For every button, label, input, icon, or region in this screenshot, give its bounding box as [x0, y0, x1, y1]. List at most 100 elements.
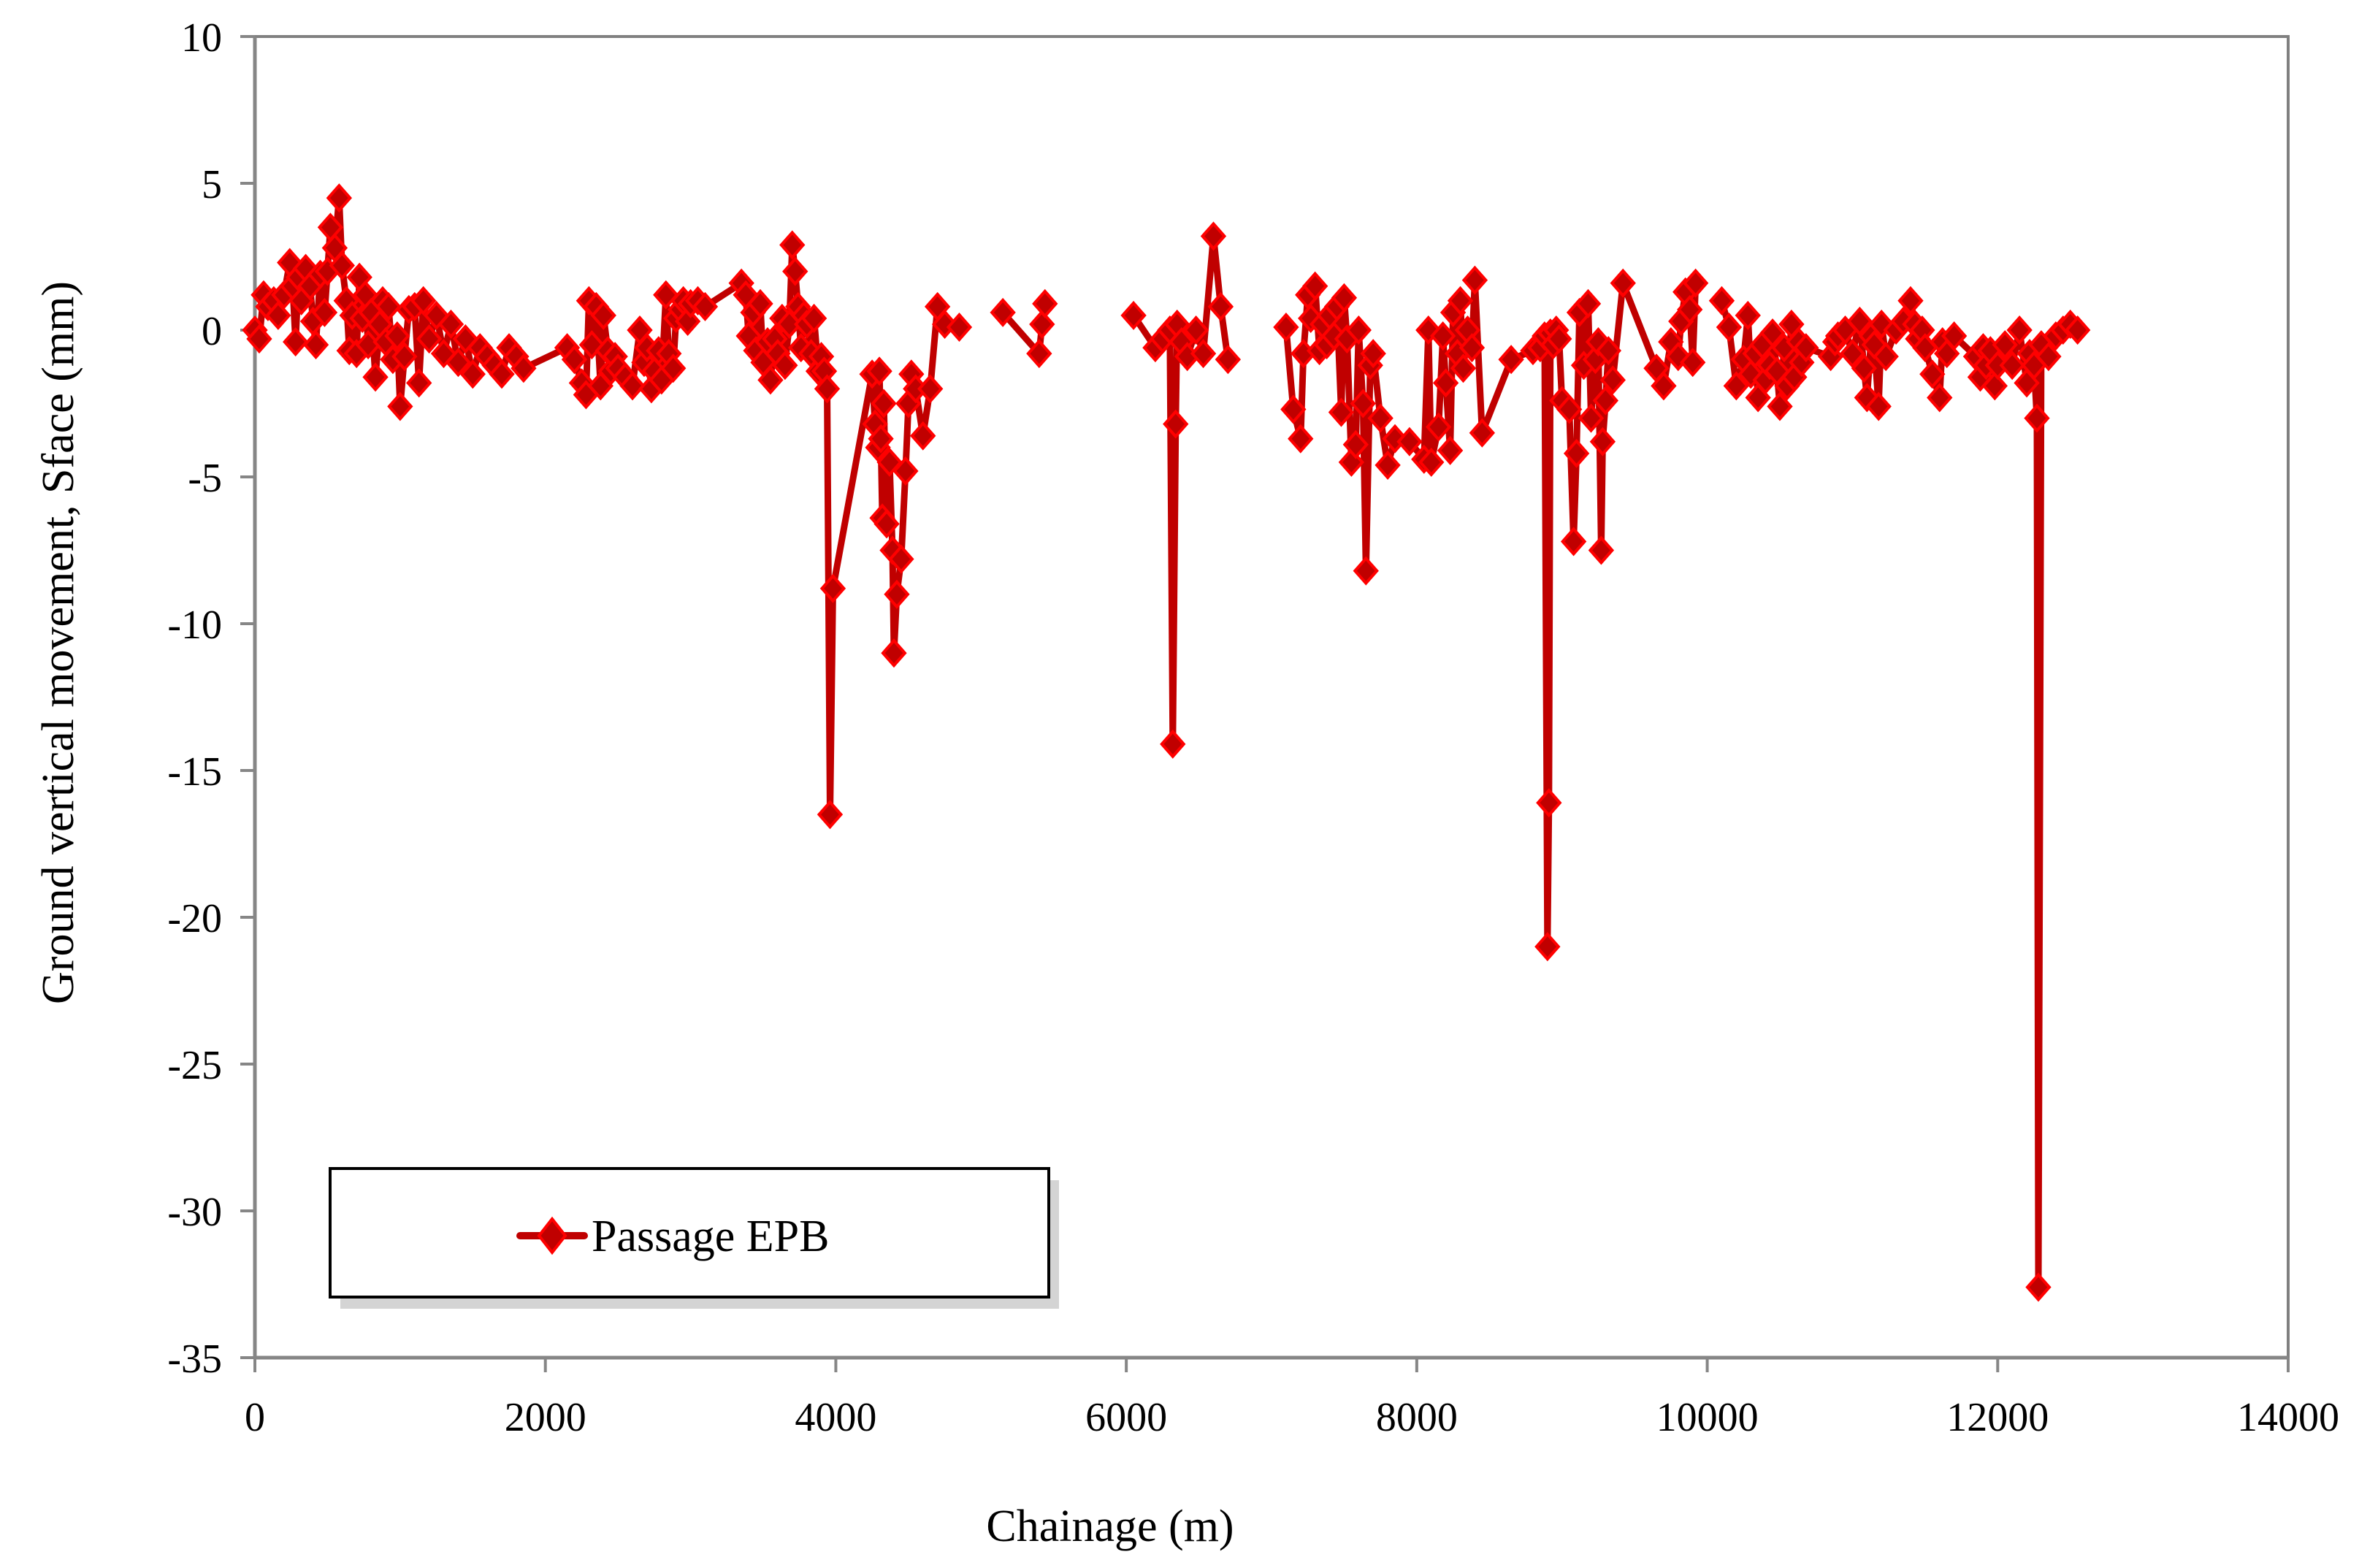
diamond-marker — [1589, 427, 1616, 456]
diamond-marker — [1200, 221, 1227, 251]
diamond-marker — [1680, 348, 1706, 378]
diamond-marker — [246, 324, 272, 354]
diamond-marker — [578, 330, 605, 360]
diamond-marker — [1160, 729, 1186, 759]
diamond-marker — [1897, 286, 1924, 315]
x-tick-label: 10000 — [1656, 1395, 1759, 1440]
y-axis-title: Ground vertical movement, Sface (mm) — [34, 281, 83, 1004]
diamond-marker — [1563, 438, 1590, 468]
diamond-marker — [990, 297, 1016, 327]
diamond-marker — [2024, 403, 2050, 433]
diamond-marker — [1182, 315, 1209, 345]
y-tick-label: -5 — [188, 456, 222, 501]
diamond-marker — [1461, 265, 1488, 295]
diamond-marker — [1498, 345, 1524, 375]
diamond-marker — [1273, 312, 1299, 343]
diamond-marker — [387, 391, 413, 421]
series-passage-epb — [244, 186, 2091, 1302]
diamond-marker — [391, 342, 418, 372]
diamond-marker — [660, 353, 687, 383]
diamond-marker — [1353, 556, 1379, 586]
x-axis: 0 2000 4000 6000 8000 10000 12000 14000 — [245, 1355, 2339, 1440]
diamond-marker — [1367, 403, 1393, 433]
diamond-marker — [1437, 435, 1464, 465]
diamond-marker — [384, 321, 410, 351]
diamond-marker — [1992, 330, 2018, 360]
diamond-marker — [1708, 286, 1735, 315]
diamond-marker — [1536, 788, 1562, 818]
diamond-marker — [1716, 312, 1743, 343]
x-tick-label: 4000 — [795, 1395, 876, 1440]
diamond-marker — [1927, 383, 1953, 413]
diamond-marker — [884, 579, 910, 609]
diamond-marker — [1723, 371, 1750, 401]
legend-diamond-icon — [537, 1216, 567, 1255]
diamond-marker — [1342, 429, 1369, 459]
y-tick-label: 5 — [202, 162, 222, 207]
diamond-marker — [910, 421, 936, 451]
diamond-marker — [800, 303, 827, 333]
diamond-marker — [1280, 394, 1307, 424]
diamond-marker — [892, 456, 919, 486]
diamond-marker — [1588, 535, 1615, 565]
diamond-marker — [876, 447, 903, 477]
diamond-marker — [590, 300, 616, 330]
diamond-marker — [311, 297, 338, 327]
diamond-marker — [1331, 283, 1358, 313]
diamond-marker — [814, 374, 841, 404]
diamond-marker — [511, 353, 537, 383]
diamond-marker — [1839, 339, 1866, 369]
diamond-marker — [1534, 932, 1561, 962]
diamond-marker — [1120, 300, 1147, 330]
diamond-marker — [1426, 412, 1452, 442]
diamond-marker — [437, 309, 464, 339]
diamond-marker — [757, 365, 784, 395]
diamond-marker — [873, 509, 900, 539]
diamond-marker — [452, 324, 479, 354]
y-tick-label: -10 — [167, 603, 222, 648]
y-tick-label: -35 — [167, 1336, 222, 1382]
diamond-marker — [1682, 268, 1709, 298]
diamond-marker — [1029, 309, 1055, 339]
diamond-marker — [459, 359, 486, 389]
diamond-marker — [1560, 527, 1587, 557]
x-axis-title: Chainage (m) — [986, 1502, 1234, 1551]
diamond-marker — [888, 544, 914, 574]
diamond-marker — [416, 324, 443, 354]
x-tick-label: 12000 — [1946, 1395, 2049, 1440]
diamond-marker — [1919, 359, 1946, 389]
diamond-marker — [782, 256, 808, 286]
diamond-marker — [1793, 333, 1819, 363]
diamond-marker — [1163, 409, 1189, 439]
diamond-marker — [871, 389, 897, 418]
diamond-marker — [410, 286, 437, 315]
diamond-marker — [1999, 351, 2025, 380]
diamond-marker — [1546, 324, 1572, 354]
diamond-marker — [1981, 371, 2008, 401]
y-tick-label: -30 — [167, 1190, 222, 1235]
diamond-marker — [1375, 450, 1401, 480]
y-tick-label: -20 — [167, 896, 222, 941]
diamond-marker — [866, 356, 892, 386]
diamond-marker — [1556, 394, 1583, 424]
diamond-marker — [1595, 336, 1622, 366]
diamond-marker — [1873, 342, 1899, 372]
diamond-marker — [1599, 365, 1626, 395]
y-tick-label: 0 — [202, 309, 222, 354]
diamond-marker — [1469, 418, 1496, 448]
diamond-marker — [692, 291, 719, 321]
legend-box — [329, 1167, 1050, 1299]
y-tick-label: -25 — [167, 1043, 222, 1088]
diamond-marker — [406, 368, 432, 398]
legend: Passage EPB — [329, 1167, 1059, 1309]
x-tick-label: 8000 — [1376, 1395, 1458, 1440]
diamond-marker — [881, 638, 907, 668]
diamond-marker — [265, 300, 291, 330]
diamond-marker — [819, 573, 846, 603]
x-tick-label: 14000 — [2237, 1395, 2339, 1440]
diamond-marker — [1941, 321, 1968, 351]
diamond-marker — [772, 351, 798, 380]
diamond-marker — [329, 251, 355, 280]
diamond-marker — [1450, 353, 1477, 383]
